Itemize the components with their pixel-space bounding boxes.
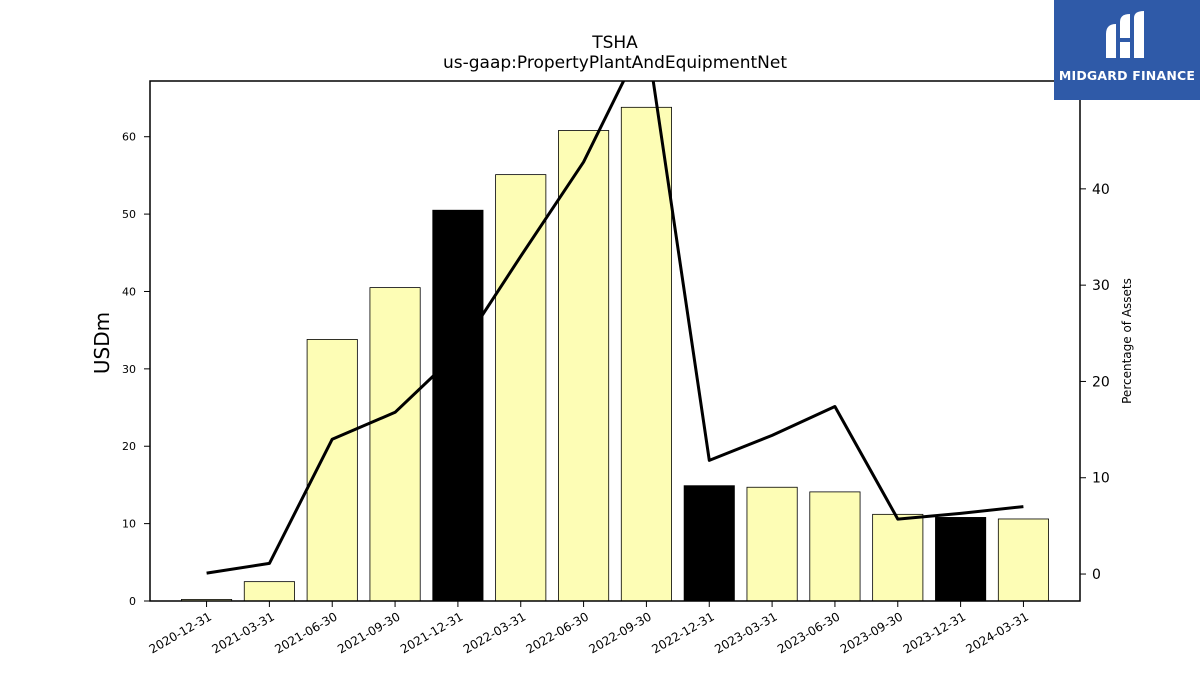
y2-tick-label: 20 bbox=[1092, 374, 1110, 390]
x-tick-label: 2021-12-31 bbox=[398, 609, 465, 656]
bar-2022-06-30 bbox=[558, 130, 610, 602]
y-tick-label: 60 bbox=[122, 131, 136, 144]
x-tick-label: 2023-06-30 bbox=[775, 609, 842, 656]
bar-2023-12-31 bbox=[935, 517, 987, 602]
y-tick-label: 30 bbox=[122, 363, 136, 376]
chart-subtitle: us-gaap:PropertyPlantAndEquipmentNet bbox=[443, 53, 787, 73]
y2-axis-label: Percentage of Assets bbox=[1120, 278, 1134, 404]
y2-tick-label: 30 bbox=[1092, 278, 1110, 294]
x-tick-label: 2022-12-31 bbox=[649, 609, 716, 656]
x-tick-label: 2024-03-31 bbox=[964, 609, 1031, 656]
y-axis-label: USDm bbox=[90, 312, 114, 374]
y-axis-right: 0 10 20 30 40 bbox=[1080, 182, 1110, 583]
x-tick-label: 2022-03-31 bbox=[461, 609, 528, 656]
brand-name: MIDGARD FINANCE bbox=[1058, 68, 1196, 83]
bar-2023-09-30 bbox=[872, 513, 924, 602]
y2-tick-label: 40 bbox=[1092, 182, 1110, 198]
x-tick-label: 2023-09-30 bbox=[838, 609, 905, 656]
bar-2021-09-30 bbox=[369, 287, 421, 602]
y-axis-left: 0 10 20 30 40 50 60 bbox=[122, 131, 150, 608]
bar-2021-06-30 bbox=[306, 339, 358, 602]
percentage-of-assets-line bbox=[206, 81, 1024, 575]
x-tick-label: 2021-03-31 bbox=[209, 609, 276, 656]
line-series bbox=[206, 81, 1024, 575]
y-tick-label: 10 bbox=[122, 518, 136, 531]
chart-title: TSHA bbox=[591, 33, 638, 53]
x-tick-label: 2020-12-31 bbox=[147, 609, 214, 656]
x-tick-label: 2023-12-31 bbox=[901, 609, 968, 656]
bar-series bbox=[181, 106, 1049, 602]
y2-tick-label: 0 bbox=[1092, 567, 1101, 583]
bar-2021-12-31 bbox=[432, 209, 484, 602]
x-tick-label: 2022-06-30 bbox=[524, 609, 591, 656]
x-tick-label: 2023-03-31 bbox=[712, 609, 779, 656]
bar-2022-03-31 bbox=[495, 174, 547, 602]
bar-2024-03-31 bbox=[997, 518, 1049, 602]
y-tick-label: 50 bbox=[122, 208, 136, 221]
y-tick-label: 40 bbox=[122, 285, 136, 298]
bar-2023-03-31 bbox=[746, 486, 798, 602]
x-tick-label: 2021-09-30 bbox=[335, 609, 402, 656]
y2-tick-label: 10 bbox=[1092, 471, 1110, 487]
x-tick-label: 2021-06-30 bbox=[272, 609, 339, 656]
x-axis: 2020-12-312021-03-312021-06-302021-09-30… bbox=[147, 601, 1031, 656]
x-tick-label: 2022-09-30 bbox=[587, 609, 654, 656]
bar-2022-12-31 bbox=[683, 485, 735, 602]
bar-2022-09-30 bbox=[620, 106, 672, 602]
bar-2021-03-31 bbox=[243, 581, 295, 602]
midgard-logo-icon bbox=[1106, 11, 1144, 58]
y-tick-label: 20 bbox=[122, 440, 136, 453]
bar-2023-06-30 bbox=[809, 491, 861, 602]
plot-area-frame bbox=[149, 80, 1081, 602]
brand-logo: MIDGARD FINANCE bbox=[1054, 0, 1200, 100]
y-tick-label: 0 bbox=[129, 595, 136, 608]
